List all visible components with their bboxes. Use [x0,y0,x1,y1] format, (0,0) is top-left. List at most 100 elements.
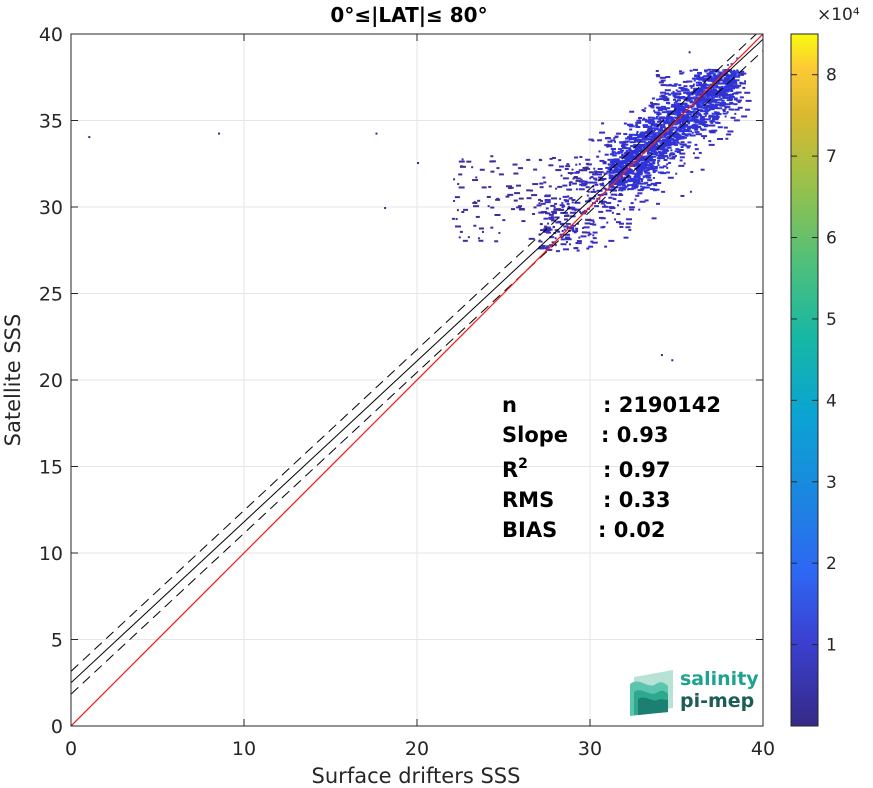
heatmap-cell [723,90,729,93]
heatmap-cell [608,174,614,177]
heatmap-cell [717,137,724,140]
heatmap-cell [679,118,682,121]
heatmap-cell [716,113,722,116]
heatmap-cell [714,101,720,104]
heatmap-cell [532,183,539,186]
heatmap-cell [626,156,629,159]
heatmap-cell [662,108,667,111]
heatmap-cell [685,130,689,133]
heatmap-cell [678,96,683,99]
heatmap-cell [692,127,699,130]
heatmap-cell [702,137,705,140]
heatmap-cell [678,118,681,121]
heatmap-cell-dense [674,121,677,124]
heatmap-cell [700,123,707,126]
heatmap-cell [687,118,694,121]
salinity-pi-mep-logo: salinity pi-mep [630,668,759,716]
heatmap-cell [690,86,693,89]
heatmap-cell [657,159,661,162]
heatmap-cell [689,101,695,104]
heatmap-cell [676,113,682,116]
heatmap-cell [694,156,700,159]
heatmap-cell [559,197,562,200]
heatmap-cell [543,227,549,230]
heatmap-cell [699,133,702,136]
heatmap-cell [734,70,737,73]
heatmap-cell [656,120,662,123]
heatmap-cell [700,128,707,131]
heatmap-cell [719,89,725,92]
heatmap-cell [698,122,701,125]
heatmap-cell [710,121,714,124]
heatmap-cell-dense [713,85,716,88]
colorbar-tick-label: 7 [826,147,837,167]
heatmap-cell [623,208,626,211]
heatmap-cell [650,124,655,127]
heatmap-cell [599,159,605,162]
heatmap-cell [652,171,656,174]
heatmap-cell [687,130,692,133]
heatmap-cell [668,122,674,125]
heatmap-cell [669,152,675,155]
heatmap-cell [663,97,670,100]
heatmap-cell [647,151,650,154]
heatmap-cell-dense [702,105,705,108]
heatmap-cell [657,114,660,117]
heatmap-cell [692,113,695,116]
heatmap-cell [657,132,661,135]
heatmap-cell [538,211,545,214]
heatmap-cell [663,150,668,153]
heatmap-cell [592,221,595,224]
heatmap-cell [644,120,651,123]
heatmap-cell [666,112,672,115]
heatmap-cell [570,224,576,227]
heatmap-cell [487,205,490,208]
heatmap-cell [651,155,657,158]
heatmap-cell [644,181,649,184]
heatmap-cell [704,109,711,112]
heatmap-cell [702,79,707,82]
heatmap-cell [628,172,634,175]
heatmap-cell [623,133,628,136]
heatmap-cell [723,78,730,81]
heatmap-cell [451,217,455,220]
heatmap-cell [665,141,672,144]
heatmap-cell [662,143,668,146]
y-tick-labels: 0 5 10 15 20 25 30 35 40 [39,24,63,738]
heatmap-cell [478,239,484,242]
heatmap-cell [565,211,568,214]
heatmap-cell [669,132,674,135]
heatmap-cell [544,201,551,204]
heatmap-cell [679,143,682,146]
heatmap-cell [592,223,597,226]
heatmap-cell [694,74,700,77]
heatmap-cell [571,228,575,231]
heatmap-cell [720,97,723,100]
heatmap-cell [518,197,524,200]
heatmap-cell [526,189,531,192]
heatmap-cell [708,115,711,118]
heatmap-cell [629,175,632,178]
heatmap-cell [647,159,650,162]
heatmap-cell [710,104,716,107]
heatmap-cell [590,176,594,179]
heatmap-cell-dense [680,111,683,114]
heatmap-cell [694,116,698,119]
heatmap-cell [505,195,510,198]
heatmap-cell [637,192,643,195]
heatmap-cell [708,140,712,143]
heatmap-cell [576,222,579,225]
heatmap-cell [718,87,721,90]
heatmap-cell [628,125,635,128]
heatmap-cell [551,212,557,215]
heatmap-cell-dense [661,130,664,133]
heatmap-cell [695,81,700,84]
heatmap-cell [571,168,574,171]
colorbar-tick-label: 8 [826,66,837,86]
heatmap-cell [673,141,680,144]
heatmap-cell [640,185,643,188]
heatmap-cell [672,123,678,126]
heatmap-cell [593,167,596,170]
heatmap-cell [490,155,494,158]
heatmap-cell [609,161,612,164]
